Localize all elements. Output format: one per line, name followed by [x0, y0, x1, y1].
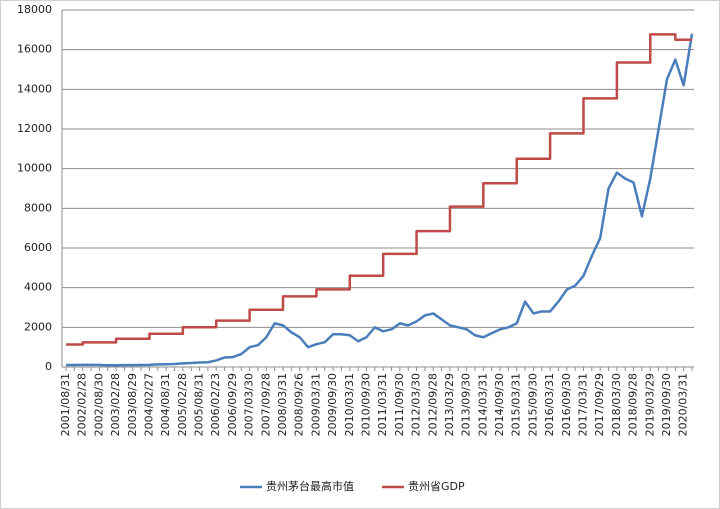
x-tick-label: 2007/03/30 — [243, 373, 256, 436]
x-tick-label: 2003/02/28 — [109, 373, 122, 436]
x-tick-label: 2006/09/29 — [226, 373, 239, 436]
legend-label: 贵州省GDP — [408, 480, 465, 493]
x-tick-label: 2005/08/31 — [193, 373, 206, 436]
x-tick-label: 2014/03/31 — [476, 373, 489, 436]
x-tick-label: 2015/09/30 — [526, 373, 539, 436]
x-tick-label: 2004/02/27 — [142, 373, 155, 436]
x-tick-label: 2018/03/30 — [610, 373, 623, 436]
x-tick-label: 2009/03/31 — [309, 373, 322, 436]
y-tick-label: 8000 — [24, 201, 52, 214]
legend-label: 贵州茅台最高市值 — [266, 479, 354, 493]
y-tick-label: 10000 — [17, 162, 52, 175]
x-tick-label: 2014/09/30 — [493, 373, 506, 436]
x-tick-label: 2019/09/30 — [660, 373, 673, 436]
x-tick-label: 2011/03/31 — [376, 373, 389, 436]
series-line — [66, 33, 692, 346]
x-tick-label: 2013/03/29 — [443, 373, 456, 436]
x-tick-label: 2012/03/30 — [410, 373, 423, 436]
x-tick-label: 2007/09/28 — [259, 373, 272, 436]
x-tick-label: 2018/09/28 — [627, 373, 640, 436]
x-tick-label: 2003/08/29 — [126, 373, 139, 436]
x-tick-label: 2020/03/31 — [677, 373, 690, 436]
x-tick-label: 2013/09/30 — [460, 373, 473, 436]
x-tick-label: 2001/08/31 — [59, 373, 72, 436]
x-tick-label: 2016/03/31 — [543, 373, 556, 436]
x-tick-label: 2016/09/30 — [560, 373, 573, 436]
y-tick-label: 12000 — [17, 122, 52, 135]
x-tick-label: 2019/03/29 — [643, 373, 656, 436]
x-tick-label: 2017/03/31 — [576, 373, 589, 436]
series-line — [66, 33, 694, 367]
y-tick-label: 2000 — [24, 320, 52, 333]
y-tick-label: 4000 — [24, 281, 52, 294]
y-tick-label: 0 — [45, 360, 52, 373]
x-tick-label: 2005/02/28 — [176, 373, 189, 436]
y-tick-label: 18000 — [17, 3, 52, 16]
y-tick-label: 16000 — [17, 43, 52, 56]
y-tick-label: 14000 — [17, 82, 52, 95]
x-tick-label: 2011/09/30 — [393, 373, 406, 436]
x-tick-label: 2009/09/30 — [326, 373, 339, 436]
x-tick-label: 2010/09/30 — [359, 373, 372, 436]
y-tick-label: 6000 — [24, 241, 52, 254]
x-tick-label: 2012/09/28 — [426, 373, 439, 436]
x-tick-label: 2002/08/30 — [92, 373, 105, 436]
x-tick-label: 2004/08/31 — [159, 373, 172, 436]
x-tick-label: 2017/09/29 — [593, 373, 606, 436]
x-tick-label: 2002/02/28 — [76, 373, 89, 436]
x-tick-label: 2008/09/26 — [293, 373, 306, 436]
x-tick-label: 2006/02/23 — [209, 373, 222, 436]
x-tick-label: 2008/03/31 — [276, 373, 289, 436]
x-tick-label: 2015/03/31 — [510, 373, 523, 436]
x-tick-label: 2010/03/31 — [343, 373, 356, 436]
